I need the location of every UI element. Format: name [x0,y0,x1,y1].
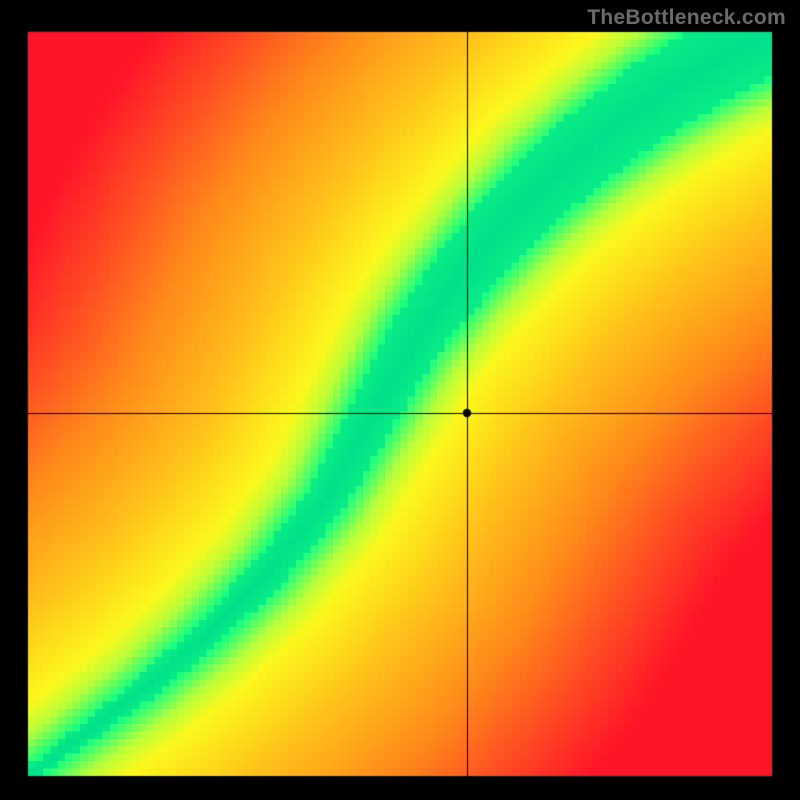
overlay-canvas [0,0,800,800]
watermark-text: TheBottleneck.com [587,6,786,30]
